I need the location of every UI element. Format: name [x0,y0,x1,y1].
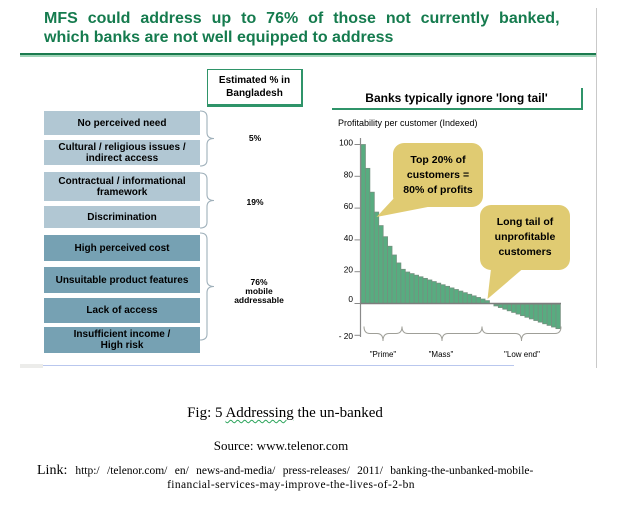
svg-text:- 20: - 20 [339,331,354,341]
svg-text:80: 80 [344,169,354,179]
svg-text:20: 20 [344,265,354,275]
svg-text:0: 0 [348,294,353,304]
svg-text:100: 100 [339,138,353,148]
svg-text:40: 40 [344,233,354,243]
svg-text:60: 60 [344,201,354,211]
